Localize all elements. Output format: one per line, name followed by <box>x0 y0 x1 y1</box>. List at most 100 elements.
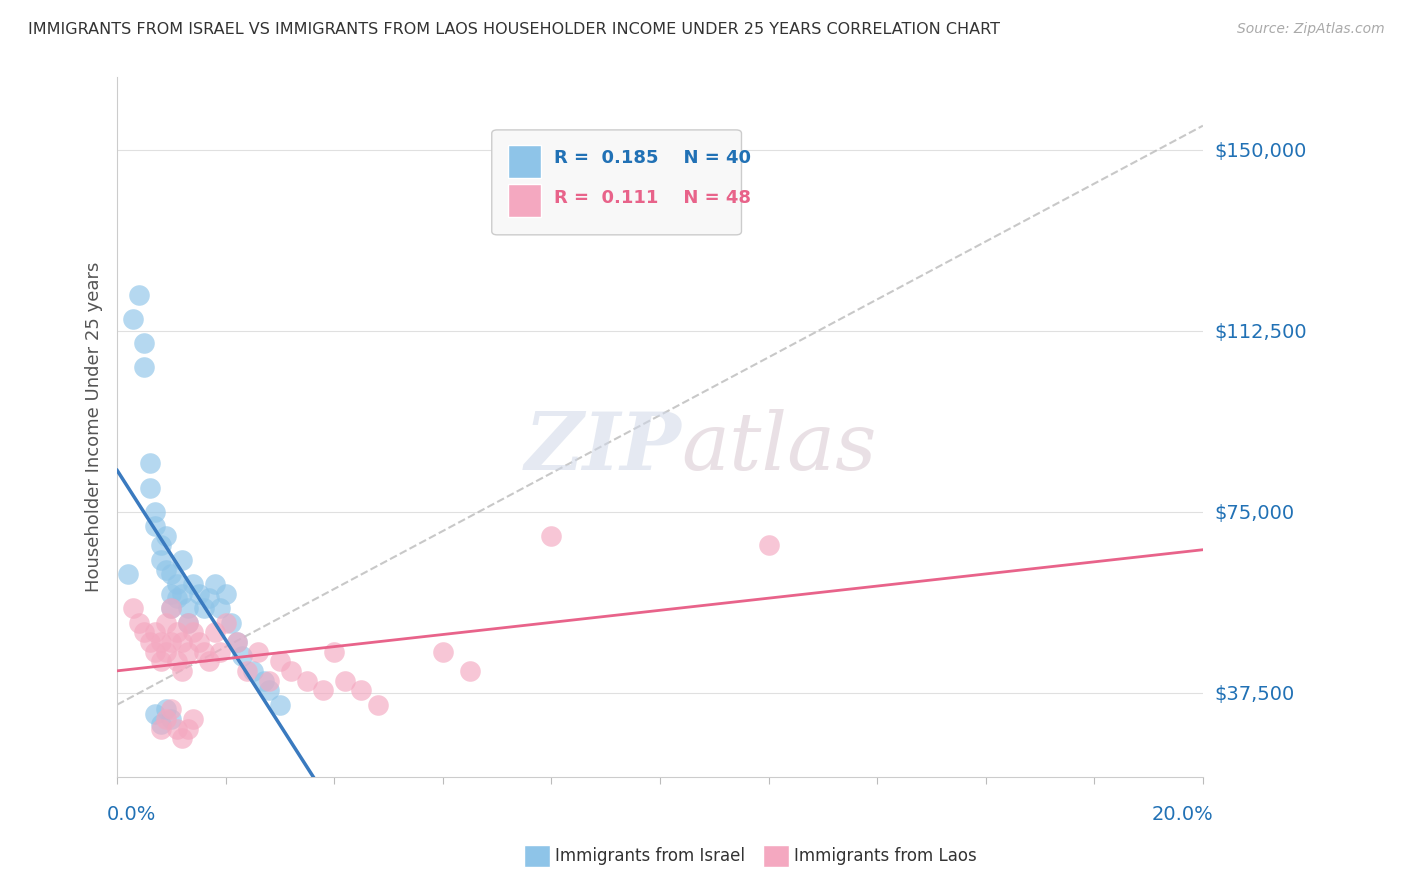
Point <box>139 635 162 649</box>
Point <box>269 698 291 712</box>
Text: IMMIGRANTS FROM ISRAEL VS IMMIGRANTS FROM LAOS HOUSEHOLDER INCOME UNDER 25 YEARS: IMMIGRANTS FROM ISRAEL VS IMMIGRANTS FRO… <box>28 22 1000 37</box>
Point <box>143 625 166 640</box>
Point <box>166 722 188 736</box>
Point <box>155 563 177 577</box>
Point <box>187 587 209 601</box>
Point <box>166 591 188 606</box>
Point <box>149 635 172 649</box>
Point <box>280 664 302 678</box>
Text: Source: ZipAtlas.com: Source: ZipAtlas.com <box>1237 22 1385 37</box>
Point <box>117 567 139 582</box>
Point <box>215 615 238 630</box>
Point <box>204 577 226 591</box>
Y-axis label: Householder Income Under 25 years: Householder Income Under 25 years <box>86 262 103 592</box>
Text: R =  0.185    N = 40: R = 0.185 N = 40 <box>554 149 751 167</box>
Point <box>143 707 166 722</box>
Point <box>155 644 177 658</box>
Point <box>295 673 318 688</box>
Point <box>155 615 177 630</box>
Point <box>149 553 172 567</box>
Point <box>225 635 247 649</box>
Text: atlas: atlas <box>682 409 877 487</box>
Point <box>193 644 215 658</box>
Point <box>458 664 481 678</box>
Point <box>187 635 209 649</box>
Point <box>177 644 200 658</box>
Point <box>155 702 177 716</box>
Point <box>160 601 183 615</box>
Point <box>149 654 172 668</box>
Point <box>242 664 264 678</box>
Point <box>350 683 373 698</box>
Point <box>323 644 346 658</box>
Point <box>166 625 188 640</box>
Point <box>181 712 204 726</box>
Point <box>139 457 162 471</box>
Point <box>160 712 183 726</box>
FancyBboxPatch shape <box>508 145 541 178</box>
Point <box>160 587 183 601</box>
Point <box>209 601 232 615</box>
Point <box>177 601 200 615</box>
Point <box>193 601 215 615</box>
Point <box>204 625 226 640</box>
Point <box>367 698 389 712</box>
Point <box>122 601 145 615</box>
Point <box>155 712 177 726</box>
Text: 20.0%: 20.0% <box>1152 805 1213 824</box>
Point <box>122 311 145 326</box>
Point <box>160 702 183 716</box>
Point <box>128 287 150 301</box>
Text: 0.0%: 0.0% <box>107 805 156 824</box>
Point <box>149 717 172 731</box>
Point <box>160 601 183 615</box>
Point <box>177 722 200 736</box>
Point <box>181 577 204 591</box>
Point <box>335 673 357 688</box>
Point <box>172 587 194 601</box>
Point <box>149 538 172 552</box>
Point <box>128 615 150 630</box>
Point <box>134 625 156 640</box>
Point <box>172 553 194 567</box>
Point <box>177 615 200 630</box>
Point <box>155 529 177 543</box>
Point <box>134 359 156 374</box>
Text: Immigrants from Israel: Immigrants from Israel <box>555 847 745 865</box>
Text: Immigrants from Laos: Immigrants from Laos <box>794 847 977 865</box>
Point <box>257 673 280 688</box>
Point <box>198 654 221 668</box>
Point <box>172 731 194 746</box>
Point <box>209 644 232 658</box>
Point <box>236 664 259 678</box>
Point <box>166 577 188 591</box>
Point <box>257 683 280 698</box>
Point <box>160 635 183 649</box>
Point <box>231 649 253 664</box>
Point <box>134 335 156 350</box>
Point <box>172 664 194 678</box>
Point <box>143 505 166 519</box>
Point <box>139 481 162 495</box>
Point <box>540 529 562 543</box>
Point <box>269 654 291 668</box>
Point <box>166 654 188 668</box>
Text: R =  0.111    N = 48: R = 0.111 N = 48 <box>554 189 751 208</box>
Point <box>160 567 183 582</box>
Point <box>177 615 200 630</box>
Text: ZIP: ZIP <box>524 409 682 487</box>
Point <box>253 673 276 688</box>
FancyBboxPatch shape <box>508 184 541 218</box>
Point <box>312 683 335 698</box>
Point <box>225 635 247 649</box>
Point <box>181 625 204 640</box>
Point <box>172 635 194 649</box>
Point <box>219 615 242 630</box>
Point <box>198 591 221 606</box>
FancyBboxPatch shape <box>492 130 741 235</box>
Point <box>758 538 780 552</box>
Point <box>143 644 166 658</box>
Point <box>215 587 238 601</box>
Point <box>149 722 172 736</box>
Point <box>247 644 270 658</box>
